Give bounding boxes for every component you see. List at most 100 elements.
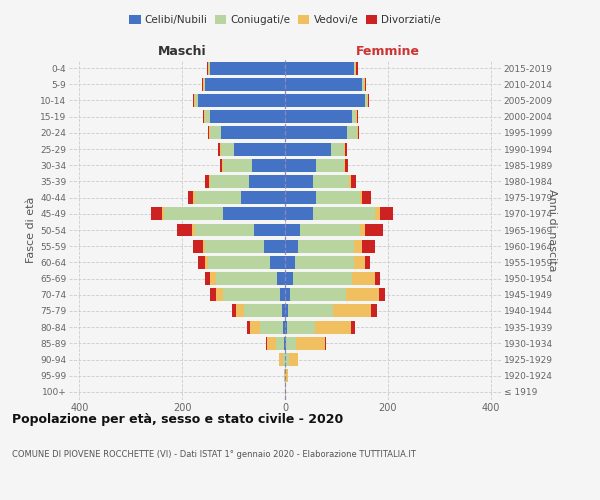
Bar xyxy=(365,224,383,236)
Bar xyxy=(380,208,393,220)
Bar xyxy=(280,288,285,301)
Bar xyxy=(215,288,223,301)
Bar xyxy=(211,288,215,301)
Bar xyxy=(223,288,280,301)
Bar xyxy=(349,175,351,188)
Bar xyxy=(286,337,296,350)
Bar xyxy=(352,320,355,334)
Bar xyxy=(193,240,203,252)
Bar xyxy=(295,256,355,269)
Bar xyxy=(211,175,249,188)
Bar xyxy=(205,272,211,285)
Bar xyxy=(266,337,267,350)
Bar xyxy=(220,159,222,172)
Bar xyxy=(367,94,368,107)
Bar xyxy=(285,78,362,91)
Bar xyxy=(285,256,295,269)
Bar xyxy=(232,304,236,318)
Bar xyxy=(250,320,260,334)
Bar xyxy=(293,272,352,285)
Bar xyxy=(205,240,265,252)
Bar xyxy=(298,240,355,252)
Bar xyxy=(285,159,316,172)
Bar xyxy=(265,240,285,252)
Bar xyxy=(233,142,285,156)
Bar xyxy=(356,110,357,123)
Bar xyxy=(211,126,221,140)
Bar xyxy=(205,175,209,188)
Bar xyxy=(215,272,277,285)
Bar xyxy=(283,353,285,366)
Bar xyxy=(276,337,284,350)
Bar xyxy=(357,126,358,140)
Bar xyxy=(194,94,195,107)
Bar xyxy=(151,208,161,220)
Bar xyxy=(355,256,365,269)
Bar xyxy=(251,159,285,172)
Bar xyxy=(285,304,287,318)
Bar xyxy=(352,110,356,123)
Y-axis label: Anni di nascita: Anni di nascita xyxy=(547,188,557,271)
Bar xyxy=(313,175,349,188)
Bar xyxy=(355,62,356,74)
Bar xyxy=(236,304,244,318)
Bar xyxy=(362,191,371,204)
Bar xyxy=(316,159,344,172)
Text: Popolazione per età, sesso e stato civile - 2020: Popolazione per età, sesso e stato civil… xyxy=(12,412,343,426)
Bar xyxy=(193,224,195,236)
Bar xyxy=(241,191,285,204)
Bar xyxy=(221,126,285,140)
Bar xyxy=(195,191,241,204)
Text: Maschi: Maschi xyxy=(158,46,206,59)
Bar xyxy=(221,142,233,156)
Bar xyxy=(301,224,359,236)
Bar xyxy=(365,78,366,91)
Bar xyxy=(218,142,220,156)
Bar xyxy=(316,320,352,334)
Legend: Celibi/Nubili, Coniugati/e, Vedovi/e, Divorziati/e: Celibi/Nubili, Coniugati/e, Vedovi/e, Di… xyxy=(125,11,445,29)
Bar xyxy=(285,110,352,123)
Bar xyxy=(285,288,290,301)
Bar xyxy=(195,94,197,107)
Bar xyxy=(285,353,289,366)
Bar xyxy=(351,175,356,188)
Bar xyxy=(316,191,359,204)
Bar xyxy=(193,191,195,204)
Bar xyxy=(285,175,313,188)
Bar xyxy=(285,94,365,107)
Bar xyxy=(285,272,293,285)
Bar xyxy=(287,304,333,318)
Bar xyxy=(161,208,164,220)
Bar xyxy=(352,272,375,285)
Bar xyxy=(205,78,285,91)
Bar xyxy=(203,78,204,91)
Bar xyxy=(346,288,379,301)
Bar xyxy=(313,208,375,220)
Bar xyxy=(379,288,385,301)
Bar xyxy=(204,110,205,123)
Bar xyxy=(211,110,285,123)
Bar xyxy=(285,208,313,220)
Bar xyxy=(285,62,355,74)
Bar xyxy=(285,320,287,334)
Bar xyxy=(209,126,211,140)
Bar xyxy=(209,175,211,188)
Bar xyxy=(260,320,283,334)
Bar xyxy=(164,208,223,220)
Bar xyxy=(365,256,370,269)
Bar xyxy=(285,126,347,140)
Bar xyxy=(286,369,288,382)
Bar xyxy=(375,272,380,285)
Bar xyxy=(223,208,285,220)
Bar xyxy=(375,208,380,220)
Bar xyxy=(285,386,286,398)
Bar xyxy=(254,224,285,236)
Bar xyxy=(344,142,345,156)
Bar xyxy=(355,240,362,252)
Bar xyxy=(284,337,285,350)
Bar xyxy=(344,159,345,172)
Bar xyxy=(289,353,298,366)
Bar xyxy=(285,337,286,350)
Bar xyxy=(188,191,193,204)
Bar xyxy=(290,288,346,301)
